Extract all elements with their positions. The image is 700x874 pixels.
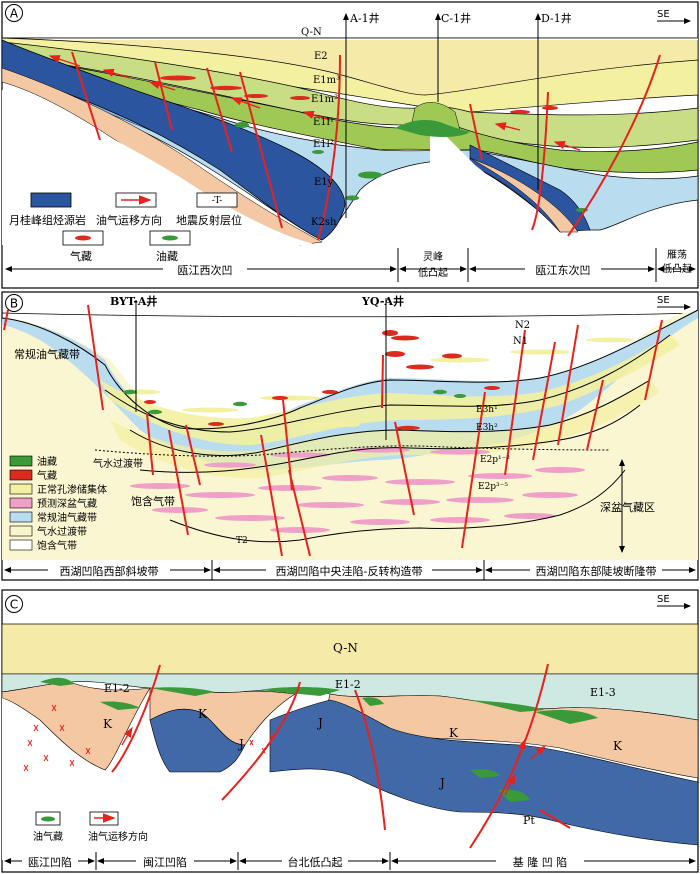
layer-e2p12: E2p¹⁻² [480,455,510,465]
legend-c-migration-label: 油气运移方向 [88,830,148,843]
layer-c-e13: E1-3 [590,686,616,699]
layer-c-j1: J [237,737,244,751]
panel-b [1,291,699,581]
legend-b-reservoir: 正常孔渗储集体 [37,483,107,496]
layer-k2sh: K2sh [311,217,337,228]
legend-gas-label: 气藏 [70,249,92,263]
legend-migration-label: 油气运移方向 [96,213,162,227]
panel-a [1,1,699,289]
panel-b-letter: B [10,297,18,311]
panel-b-legend [9,455,33,551]
well-d1: D-1井 [541,11,572,25]
panel-c-direction: SE [657,594,670,605]
layer-e3h2: E3h² [476,423,498,433]
zone-lingfeng-name: 灵峰 [423,251,443,263]
layer-c-e12-west: E1-2 [104,682,130,695]
legend-b-gas: 气藏 [37,469,57,482]
panel-a-marker [5,4,23,22]
zone-oujiang-east: 瓯江东次凹 [536,263,591,277]
zone-lingfeng-type: 低凸起 [418,266,448,279]
legend-source-rock-label: 月桂峰组烃源岩 [9,213,86,227]
zone-c-taibei: 台北低凸起 [288,855,343,869]
layer-c-k3: K [449,726,459,740]
panel-a-legend: -T- [30,192,238,246]
panel-b-direction: SE [657,295,670,306]
legend-seismic-symbol: -T- [212,196,223,206]
zone-yandang-name: 雁荡 [667,249,687,261]
panel-c [1,589,699,873]
legend-b-conventional: 常规油气藏带 [37,511,97,524]
layer-e1m3: E1m³ [313,75,340,86]
well-c1: C-1井 [441,11,471,25]
layer-e1y: E1y [314,177,334,188]
layer-c-j3: J [438,776,445,790]
layer-e2p35: E2p³⁻⁵ [478,482,508,492]
layer-t2: T2 [236,536,248,546]
zone-c-minjiang: 闽江凹陷 [143,855,187,869]
zone-c-jilong: 基 隆 凹 陷 [513,855,568,869]
layer-e1l2: E1l² [313,139,334,150]
panel-a-direction: SE [657,9,670,20]
layer-n2: N2 [515,320,530,331]
legend-b-saturated: 饱含气带 [37,539,77,552]
label-transition: 气水过渡带 [93,457,143,470]
zone-yandang-type: 低凸起 [662,262,692,275]
panel-a-letter: A [10,7,19,21]
deep-gas-streaks [130,447,585,533]
layer-e1l1: E1l¹ [313,117,334,128]
legend-gas-swatch [75,235,91,241]
zone-xihu-west: 西湖凹陷西部斜坡带 [60,564,159,578]
layer-e2: E2 [314,51,328,62]
layer-c-k2: K [198,707,208,721]
zone-xihu-east: 西湖凹陷东部陡坡断隆带 [536,564,657,578]
layer-c-j2: J [316,716,323,730]
legend-b-oil: 油藏 [37,455,57,468]
legend-b-transition: 气水过渡带 [37,525,87,538]
layer-e1m2: E1m² [311,94,338,105]
zone-oujiang-west: 瓯江西次凹 [178,263,233,277]
well-yq-a: YQ-A井 [361,294,404,308]
layer-qn: Q-N [301,27,322,38]
layer-e3h1: E3h¹ [476,405,498,415]
panel-c-letter: C [10,598,18,612]
well-byt-a: BYT-A井 [110,294,157,308]
legend-seismic-label: 地震反射层位 [176,213,242,227]
layer-c-e12-mid: E1-2 [335,678,361,691]
zone-c-oujiang: 瓯江凹陷 [28,855,72,869]
label-deep-basin: 深盆气藏区 [600,500,655,514]
basement-ticks [23,704,274,772]
legend-c-oilgas-label: 油气藏 [33,830,63,843]
layer-c-qn: Q-N [333,641,358,655]
layer-c-k1: K [103,717,113,731]
layer-n1: N1 [513,336,528,347]
label-conventional: 常规油气藏带 [14,347,80,361]
zone-xihu-central: 西湖凹陷中央洼陷-反转构造带 [276,564,423,578]
legend-oil-swatch [162,235,178,241]
label-saturated: 饱含气带 [131,494,175,508]
legend-b-deep-gas: 预测深盆气藏 [37,497,97,510]
layer-c-pt: Pt [523,814,535,827]
legend-c-oilgas-swatch [41,816,55,822]
well-a1: A-1井 [349,11,380,25]
legend-oil-label: 油藏 [156,249,178,263]
legend-source-rock-swatch [30,192,72,208]
layer-c-k4: K [613,739,623,753]
